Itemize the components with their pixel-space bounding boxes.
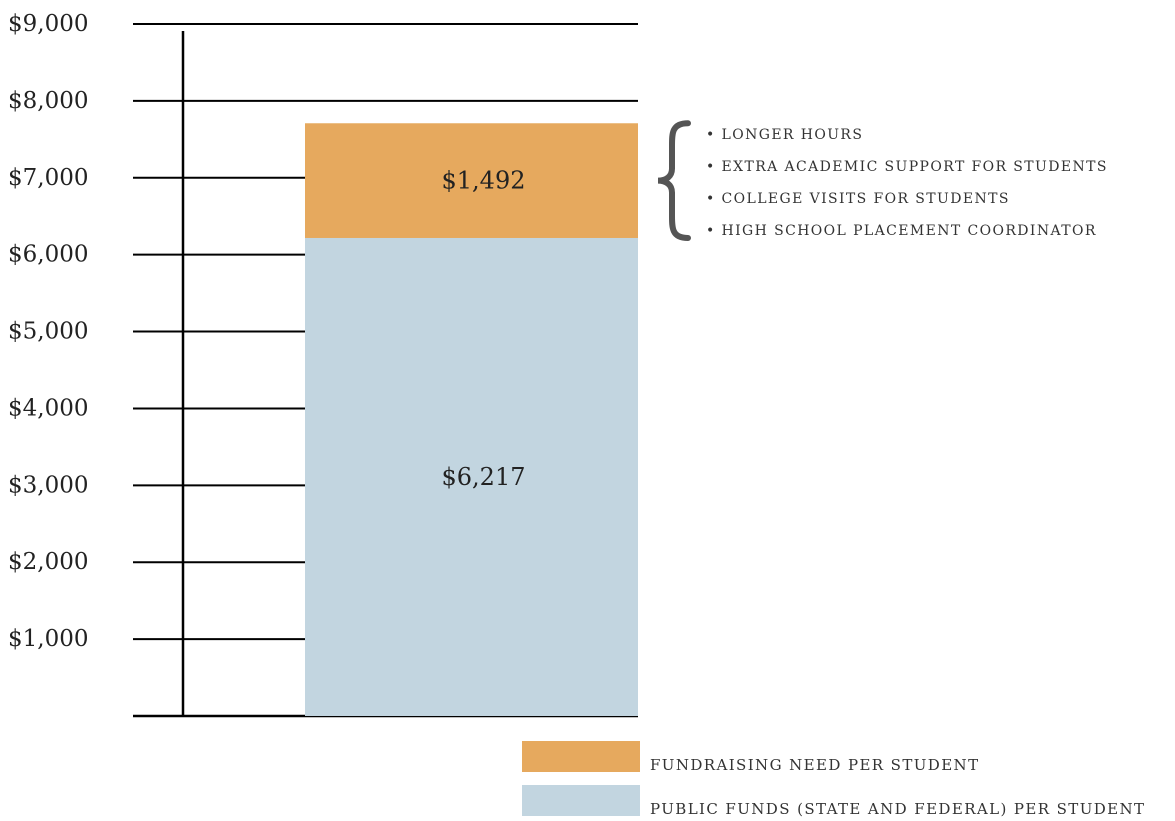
bar-segment: [305, 237, 638, 716]
y-tick-label: $2,000: [8, 549, 88, 575]
y-tick-label: $3,000: [8, 472, 88, 498]
annotation-bullet: • EXTRA ACADEMIC SUPPORT FOR STUDENTS: [706, 159, 1108, 175]
legend: FUNDRAISING NEED PER STUDENT PUBLIC FUNDS…: [522, 741, 1145, 818]
data-label: $6,217: [442, 463, 526, 491]
legend-label: PUBLIC FUNDS (STATE AND FEDERAL) PER STU…: [650, 800, 1145, 818]
data-label: $1,492: [442, 167, 526, 195]
y-tick-label: $7,000: [8, 165, 88, 191]
annotation-bullet: • HIGH SCHOOL PLACEMENT COORDINATOR: [706, 223, 1097, 239]
y-tick-label: $6,000: [8, 242, 88, 268]
legend-swatch: [522, 741, 640, 772]
y-axis: $1,000 $2,000 $3,000 $4,000 $5,000 $6,000 $7,0…: [8, 11, 185, 716]
y-tick-label: $4,000: [8, 395, 88, 421]
y-tick-label: $9,000: [8, 11, 88, 37]
curly-brace: [657, 120, 691, 241]
y-tick-label: $5,000: [8, 319, 88, 345]
bar-stack: $6,217 $1,492: [305, 123, 638, 716]
y-tick-label: $1,000: [8, 626, 88, 652]
bar-segment: [305, 123, 638, 238]
legend-swatch: [522, 785, 640, 816]
legend-label: FUNDRAISING NEED PER STUDENT: [650, 756, 979, 774]
annotation-bullet: • LONGER HOURS: [706, 127, 863, 143]
annotation-bullet: • COLLEGE VISITS FOR STUDENTS: [706, 191, 1010, 207]
bracket-annotation: • LONGER HOURS • EXTRA ACADEMIC SUPPORT F…: [657, 120, 1108, 241]
y-tick-label: $8,000: [8, 88, 88, 114]
